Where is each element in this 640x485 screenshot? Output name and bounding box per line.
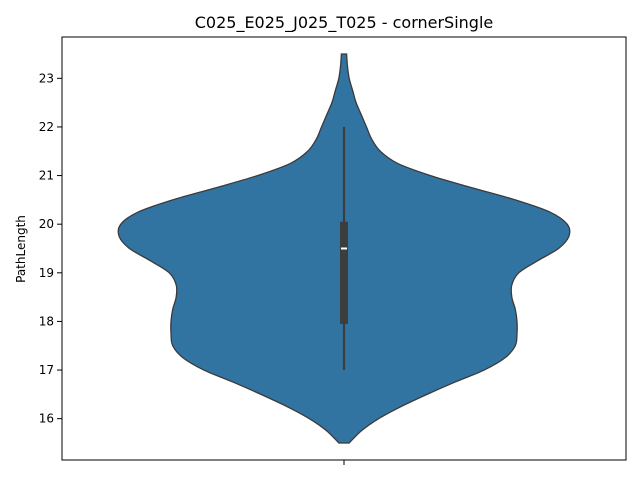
y-tick-label: 22 [39, 120, 54, 134]
y-tick-label: 16 [39, 412, 54, 426]
chart-title: C025_E025_J025_T025 - cornerSingle [195, 13, 494, 33]
y-tick-label: 17 [39, 363, 54, 377]
y-tick-label: 20 [39, 217, 54, 231]
y-tick-label: 18 [39, 314, 54, 328]
plot-area: 16 17 18 19 20 21 22 23 [39, 36, 627, 465]
iqr-box [340, 221, 348, 324]
y-tick-label: 23 [39, 71, 54, 85]
y-axis-label: PathLength [14, 215, 28, 283]
y-tick-label: 21 [39, 169, 54, 183]
y-tick-label: 19 [39, 266, 54, 280]
